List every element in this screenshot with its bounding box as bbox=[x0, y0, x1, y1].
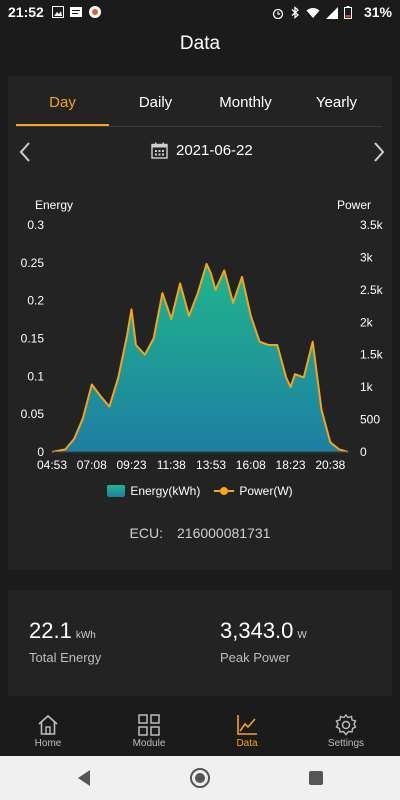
total-energy-unit: kWh bbox=[75, 630, 96, 641]
y-left-tick-label: 0.1 bbox=[27, 369, 44, 383]
system-nav-bar bbox=[0, 756, 400, 800]
y-axis-label-right: Power bbox=[337, 198, 371, 212]
power-series-line bbox=[51, 262, 349, 453]
nav-home-label: Home bbox=[34, 738, 62, 749]
date-picker[interactable]: 2021-06-22 bbox=[151, 142, 253, 159]
x-tick-label: 20:38 bbox=[315, 458, 345, 472]
y-right-tick-label: 1.5k bbox=[360, 348, 384, 362]
image-icon bbox=[52, 6, 64, 18]
ecu-label: ECU: bbox=[129, 525, 163, 541]
x-tick-label: 11:38 bbox=[157, 458, 186, 472]
y-left-tick-label: 0.2 bbox=[27, 294, 44, 308]
y-left-tick-label: 0.3 bbox=[27, 218, 44, 232]
y-right-tick-label: 2k bbox=[360, 315, 374, 329]
legend-label-energy: Energy(kWh) bbox=[130, 484, 201, 498]
app-icon bbox=[89, 6, 101, 18]
nav-data[interactable]: Data bbox=[207, 708, 287, 756]
tab-daily[interactable]: Daily bbox=[138, 94, 173, 111]
energy-swatch bbox=[107, 485, 126, 497]
y-left-tick-label: 0 bbox=[37, 445, 44, 459]
alarm-icon bbox=[272, 8, 284, 19]
date-navigator: 2021-06-22 bbox=[8, 136, 392, 168]
y-left-tick-label: 0.15 bbox=[21, 332, 45, 346]
x-tick-label: 04:53 bbox=[37, 458, 67, 472]
peak-power-label: Peak Power bbox=[220, 650, 291, 665]
x-tick-label: 09:23 bbox=[117, 458, 147, 472]
status-bar: 21:52 31% bbox=[0, 0, 400, 26]
y-right-tick-label: 0 bbox=[360, 445, 367, 459]
back-icon[interactable] bbox=[72, 766, 96, 790]
battery-icon bbox=[344, 6, 352, 19]
nav-home[interactable]: Home bbox=[8, 708, 88, 756]
x-tick-label: 13:53 bbox=[196, 458, 226, 472]
signal-icon bbox=[326, 6, 338, 19]
next-date-button[interactable] bbox=[364, 136, 392, 168]
total-energy-label: Total Energy bbox=[29, 650, 102, 665]
calendar-icon bbox=[151, 142, 168, 159]
ecu-info: ECU: 216000081731 bbox=[0, 525, 400, 541]
energy-power-chart: Energy Power 0 0.05 0.1 0.15 0.2 0.25 0.3 0 500 1… bbox=[21, 198, 384, 472]
power-swatch bbox=[214, 487, 235, 495]
status-time: 21:52 bbox=[8, 4, 44, 20]
legend-item-energy: Energy(kWh) bbox=[107, 484, 200, 498]
home-button-icon[interactable] bbox=[188, 766, 212, 790]
bluetooth-icon bbox=[291, 6, 299, 19]
chevron-left-icon bbox=[19, 142, 30, 162]
message-icon bbox=[70, 7, 82, 17]
total-energy-value: 22.1 bbox=[29, 618, 72, 643]
total-energy-stat: 22.1 kWh Total Energy bbox=[29, 618, 101, 665]
y-axis-label-left: Energy bbox=[35, 198, 73, 212]
tab-day[interactable]: Day bbox=[16, 88, 109, 126]
grid-icon bbox=[138, 714, 160, 736]
y-right-tick-label: 3.5k bbox=[360, 218, 384, 232]
x-tick-label: 18:23 bbox=[276, 458, 306, 472]
y-right-tick-label: 500 bbox=[360, 413, 380, 427]
period-tabs: Day Daily Monthly Yearly bbox=[16, 88, 382, 127]
x-tick-label: 07:08 bbox=[77, 458, 107, 472]
peak-power-unit: W bbox=[297, 630, 307, 641]
selected-date: 2021-06-22 bbox=[176, 142, 253, 159]
x-tick-label: 16:08 bbox=[236, 458, 266, 472]
home-icon bbox=[38, 714, 58, 735]
y-right-tick-label: 1k bbox=[360, 380, 374, 394]
nav-data-label: Data bbox=[236, 738, 258, 749]
y-left-tick-label: 0.05 bbox=[21, 407, 45, 421]
peak-power-stat: 3,343.0 W Peak Power bbox=[220, 618, 307, 665]
peak-power-value: 3,343.0 bbox=[220, 618, 294, 643]
legend-label-power: Power(W) bbox=[239, 484, 293, 498]
y-right-tick-label: 2.5k bbox=[360, 283, 384, 297]
battery-percent: 31% bbox=[363, 4, 392, 20]
gear-icon bbox=[335, 713, 357, 736]
chart-line-icon bbox=[237, 715, 257, 735]
nav-module[interactable]: Module bbox=[109, 708, 189, 756]
y-left-tick-label: 0.25 bbox=[21, 256, 45, 270]
page-title: Data bbox=[179, 33, 221, 54]
nav-settings[interactable]: Settings bbox=[306, 708, 386, 756]
prev-date-button[interactable] bbox=[12, 136, 40, 168]
ecu-value: 216000081731 bbox=[177, 525, 271, 541]
legend-item-power: Power(W) bbox=[214, 484, 293, 498]
wifi-icon bbox=[306, 7, 320, 18]
bottom-nav: Home Module Data Settings bbox=[0, 708, 400, 756]
tab-monthly[interactable]: Monthly bbox=[219, 94, 272, 111]
y-right-tick-label: 3k bbox=[360, 250, 374, 264]
stats-card bbox=[8, 590, 392, 696]
nav-module-label: Module bbox=[132, 738, 166, 749]
chevron-right-icon bbox=[374, 142, 385, 162]
nav-settings-label: Settings bbox=[327, 738, 365, 749]
tab-yearly[interactable]: Yearly bbox=[315, 94, 358, 111]
recents-icon[interactable] bbox=[304, 766, 328, 790]
energy-series-area bbox=[52, 264, 348, 452]
chart-legend: Energy(kWh) Power(W) bbox=[0, 484, 400, 498]
